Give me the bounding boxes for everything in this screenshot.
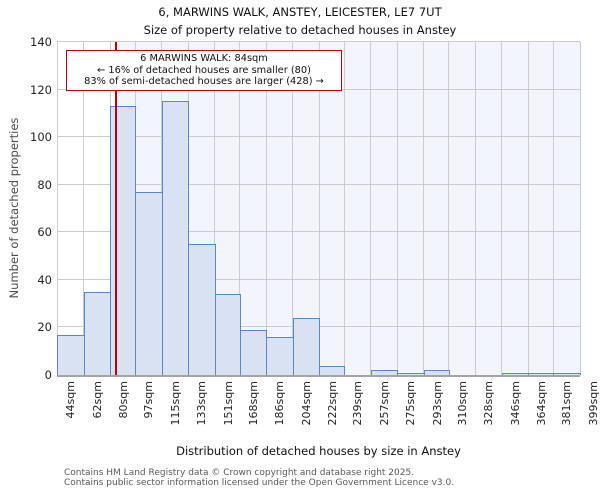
x-tick-label: 115sqm — [168, 381, 182, 426]
x-tick-label: 346sqm — [508, 381, 522, 426]
x-tick-label: 257sqm — [377, 381, 391, 426]
y-axis-label: Number of detached properties — [7, 117, 21, 299]
histogram-bar-381sqm — [553, 372, 581, 375]
x-axis-label: Distribution of detached houses by size … — [176, 444, 461, 458]
horizontal-gridline — [57, 231, 580, 233]
x-tick-label: 97sqm — [142, 381, 156, 419]
x-tick-label: 222sqm — [326, 381, 340, 426]
x-tick-label: 80sqm — [117, 381, 131, 419]
x-tick-label: 293sqm — [430, 381, 444, 426]
x-tick-label: 310sqm — [455, 381, 469, 426]
annotation-line-3: 83% of semi-detached houses are larger (… — [84, 76, 324, 88]
x-tick-label: 168sqm — [246, 381, 260, 426]
x-tick-label: 62sqm — [90, 381, 104, 419]
y-tick-label: 100 — [30, 130, 52, 145]
vertical-gridline — [265, 42, 267, 375]
y-tick-label: 140 — [30, 35, 52, 49]
plot-area — [56, 41, 581, 377]
histogram-bar-186sqm — [266, 336, 294, 375]
vertical-gridline — [343, 42, 345, 375]
vertical-gridline — [56, 42, 58, 375]
histogram-bar-346sqm — [501, 372, 530, 375]
x-tick-label: 239sqm — [351, 381, 365, 426]
histogram-bar-62sqm — [83, 291, 112, 375]
histogram-bar-133sqm — [188, 244, 216, 375]
histogram-bar-151sqm — [214, 294, 241, 375]
histogram-bar-257sqm — [370, 370, 399, 375]
footer-attribution-line-2: Contains public sector information licen… — [64, 478, 455, 488]
subject-property-marker-line — [114, 42, 117, 375]
x-tick-label: 133sqm — [195, 381, 209, 426]
x-tick-label: 186sqm — [273, 381, 287, 426]
x-tick-label: 204sqm — [299, 381, 313, 426]
vertical-gridline — [396, 42, 398, 375]
histogram-bar-204sqm — [292, 317, 321, 375]
footer-attribution-line-1: Contains HM Land Registry data © Crown c… — [64, 468, 415, 478]
vertical-gridline — [370, 42, 372, 375]
horizontal-gridline — [57, 278, 580, 280]
histogram-bar-168sqm — [239, 329, 268, 375]
y-tick-label: 120 — [30, 82, 52, 97]
x-tick-label: 364sqm — [535, 381, 549, 426]
annotation-line-2: ← 16% of detached houses are smaller (80… — [97, 64, 311, 76]
chart-subtitle: Size of property relative to detached ho… — [143, 23, 457, 37]
y-tick-label: 60 — [37, 225, 52, 240]
annotation-line-1: 6 MARWINS WALK: 84sqm — [140, 53, 268, 64]
histogram-bar-115sqm — [161, 101, 190, 375]
vertical-gridline — [239, 42, 241, 375]
x-tick-label: 381sqm — [560, 381, 574, 426]
vertical-gridline — [474, 42, 476, 375]
vertical-gridline — [318, 42, 320, 375]
x-tick-label: 44sqm — [64, 381, 77, 419]
vertical-gridline — [448, 42, 450, 375]
annotation-box: 6 MARWINS WALK: 84sqm ← 16% of detached … — [66, 50, 342, 91]
histogram-bar-44sqm — [57, 334, 85, 375]
y-tick-label: 20 — [37, 320, 52, 335]
histogram-bar-80sqm — [110, 106, 137, 375]
vertical-gridline — [423, 42, 425, 375]
y-tick-label: 80 — [37, 177, 52, 192]
histogram-bar-275sqm — [397, 372, 425, 375]
vertical-gridline — [527, 42, 529, 375]
x-tick-label: 328sqm — [482, 381, 496, 426]
horizontal-gridline — [57, 183, 580, 185]
vertical-gridline — [501, 42, 503, 375]
y-tick-label: 0 — [44, 368, 52, 382]
horizontal-gridline — [57, 41, 580, 42]
histogram-bar-293sqm — [423, 370, 450, 375]
y-tick-label: 40 — [37, 272, 52, 287]
histogram-bar-222sqm — [319, 365, 346, 375]
histogram-bar-97sqm — [135, 191, 163, 375]
x-tick-label: 275sqm — [404, 381, 418, 426]
x-tick-label: 399sqm — [587, 381, 600, 426]
horizontal-gridline — [57, 136, 580, 138]
vertical-gridline — [292, 42, 294, 375]
page-title: 6, MARWINS WALK, ANSTEY, LEICESTER, LE7 … — [158, 5, 442, 19]
vertical-gridline — [214, 42, 216, 375]
vertical-gridline — [579, 42, 581, 375]
x-tick-label: 151sqm — [221, 381, 235, 426]
vertical-gridline — [552, 42, 554, 375]
histogram-bar-364sqm — [528, 372, 555, 375]
vertical-gridline — [83, 42, 85, 375]
